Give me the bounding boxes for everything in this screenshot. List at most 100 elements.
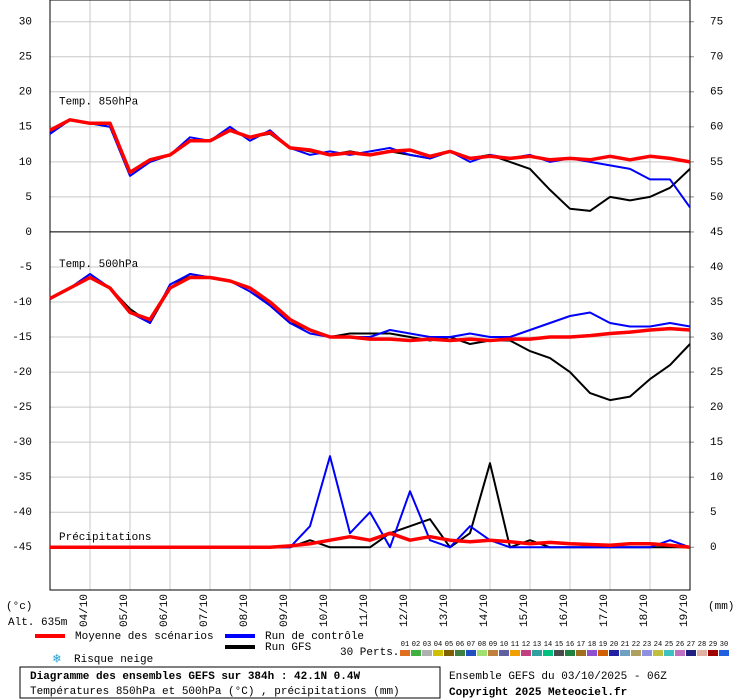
pert-label: 22 <box>632 641 640 649</box>
x-tick-label: 16/10 <box>559 594 571 627</box>
y-tick-label: 0 <box>25 227 32 239</box>
pert-label: 29 <box>709 641 717 649</box>
x-tick-label: 10/10 <box>319 594 331 627</box>
y2-tick-label: 45 <box>710 227 723 239</box>
x-tick-label: 08/10 <box>239 594 251 627</box>
pert-label: 30 <box>720 641 728 649</box>
y2-tick-label: 20 <box>710 402 723 414</box>
pert-label: 01 <box>401 641 409 649</box>
x-tick-label: 07/10 <box>199 594 211 627</box>
pert-swatch <box>719 650 729 656</box>
footer-subtitle: Températures 850hPa et 500hPa (°C) , pré… <box>30 686 400 698</box>
pert-label: 05 <box>445 641 453 649</box>
pert-swatch <box>609 650 619 656</box>
x-tick-label: 14/10 <box>479 594 491 627</box>
pert-swatch <box>708 650 718 656</box>
x-tick-label: 19/10 <box>679 594 691 627</box>
pert-swatch <box>653 650 663 656</box>
snow-label: Risque neige <box>74 654 153 666</box>
pert-swatch <box>521 650 531 656</box>
y2-tick-label: 15 <box>710 437 723 449</box>
y-tick-label: -15 <box>12 332 32 344</box>
legend-label: Moyenne des scénarios <box>75 631 214 643</box>
series-line <box>49 118 691 175</box>
y-tick-label: -45 <box>12 542 32 554</box>
pert-label: 23 <box>643 641 651 649</box>
y2-tick-label: 30 <box>710 332 723 344</box>
panel-label: Temp. 500hPa <box>59 259 139 271</box>
x-tick-label: 04/10 <box>79 594 91 627</box>
y2-tick-label: 40 <box>710 262 723 274</box>
pert-swatch <box>455 650 465 656</box>
legend-label: Run GFS <box>265 642 312 654</box>
pert-label: 21 <box>621 641 629 649</box>
x-tick-label: 06/10 <box>159 594 171 627</box>
pert-label: 24 <box>654 641 662 649</box>
y-tick-label: 25 <box>19 52 32 64</box>
y-tick-label: -25 <box>12 402 32 414</box>
pert-swatch <box>554 650 564 656</box>
y-tick-label: -35 <box>12 472 32 484</box>
y2-tick-label: 0 <box>710 542 717 554</box>
pert-label: 19 <box>599 641 607 649</box>
y-tick-label: -10 <box>12 297 32 309</box>
pert-label: 18 <box>588 641 596 649</box>
pert-label: 09 <box>489 641 497 649</box>
pert-label: 28 <box>698 641 706 649</box>
y2-tick-label: 50 <box>710 192 723 204</box>
pert-swatch <box>620 650 630 656</box>
series-line <box>50 531 691 550</box>
pert-swatch <box>466 650 476 656</box>
pert-swatch <box>444 650 454 656</box>
pert-label: 03 <box>423 641 431 649</box>
perts-label: 30 Perts. <box>340 647 399 659</box>
pert-swatch <box>675 650 685 656</box>
y2-unit: (mm) <box>708 601 734 613</box>
y-tick-label: 30 <box>19 17 32 29</box>
pert-swatch <box>510 650 520 656</box>
y-tick-label: -5 <box>19 262 32 274</box>
pert-swatch <box>686 650 696 656</box>
y2-tick-label: 75 <box>710 17 723 29</box>
pert-label: 25 <box>665 641 673 649</box>
pert-label: 08 <box>478 641 486 649</box>
pert-label: 07 <box>467 641 475 649</box>
pert-swatch <box>587 650 597 656</box>
footer-title: Diagramme des ensembles GEFS sur 384h : … <box>30 671 360 683</box>
legend-label: Run de contrôle <box>265 631 364 643</box>
pert-swatch <box>532 650 542 656</box>
pert-label: 10 <box>500 641 508 649</box>
pert-swatch <box>598 650 608 656</box>
pert-label: 14 <box>544 641 552 649</box>
plot-frame <box>49 0 691 591</box>
pert-swatch <box>433 650 443 656</box>
x-tick-label: 11/10 <box>359 594 371 627</box>
pert-swatch <box>488 650 498 656</box>
pert-swatch <box>576 650 586 656</box>
pert-label: 26 <box>676 641 684 649</box>
pert-label: 06 <box>456 641 464 649</box>
pert-swatch <box>422 650 432 656</box>
y-unit: (°c) <box>6 601 32 613</box>
series-line <box>49 275 691 343</box>
x-tick-label: 18/10 <box>639 594 651 627</box>
pert-swatch <box>631 650 641 656</box>
pert-swatch <box>697 650 707 656</box>
altitude: Alt. 635m <box>8 617 68 629</box>
pert-label: 16 <box>566 641 574 649</box>
x-tick-label: 12/10 <box>399 594 411 627</box>
y2-tick-label: 25 <box>710 367 723 379</box>
pert-label: 12 <box>522 641 530 649</box>
pert-swatch <box>642 650 652 656</box>
pert-label: 27 <box>687 641 695 649</box>
y2-tick-label: 35 <box>710 297 723 309</box>
y2-tick-label: 60 <box>710 122 723 134</box>
x-tick-label: 13/10 <box>439 594 451 627</box>
pert-label: 11 <box>511 641 519 649</box>
y-tick-label: -30 <box>12 437 32 449</box>
pert-swatch <box>411 650 421 656</box>
y2-tick-label: 70 <box>710 52 723 64</box>
x-tick-label: 15/10 <box>519 594 531 627</box>
y-tick-label: 15 <box>19 122 32 134</box>
pert-label: 02 <box>412 641 420 649</box>
